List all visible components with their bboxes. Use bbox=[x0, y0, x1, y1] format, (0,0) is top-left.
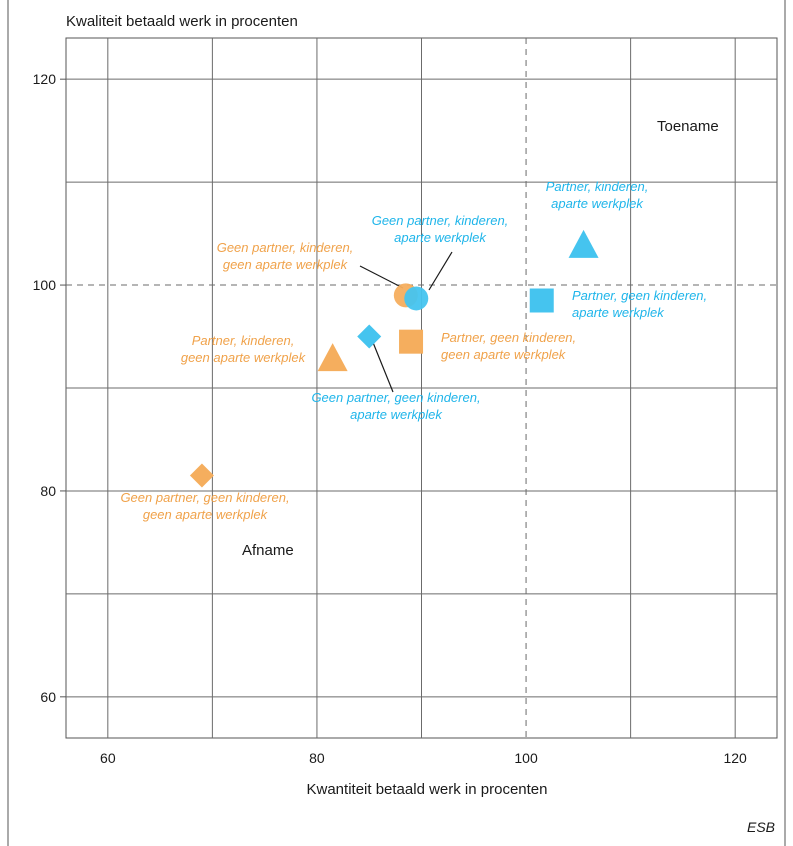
point-label: Geen partner, kinderen, geen aparte werkp… bbox=[217, 240, 354, 272]
source-label: ESB bbox=[747, 819, 775, 835]
point-label: Geen partner, geen kinderen, geen aparte … bbox=[120, 490, 289, 522]
point-label-line: Geen partner, kinderen, bbox=[372, 213, 509, 228]
data-markers bbox=[189, 229, 599, 488]
y-tick-labels: 60 80 100 120 bbox=[33, 71, 66, 705]
point-label: Geen partner, kinderen, aparte werkplek bbox=[372, 213, 509, 245]
x-axis-title: Kwantiteit betaald werk in procenten bbox=[307, 781, 548, 798]
point-label-line: aparte werkplek bbox=[350, 407, 443, 422]
point-label-line: aparte werkplek bbox=[394, 230, 487, 245]
leader-lines bbox=[359, 251, 453, 393]
blue-diamond-marker bbox=[357, 324, 382, 349]
x-tick-label: 120 bbox=[723, 750, 747, 766]
point-label: Partner, kinderen, geen aparte werkplek bbox=[181, 333, 307, 365]
y-axis-title: Kwaliteit betaald werk in procenten bbox=[66, 13, 298, 30]
y-tick-label: 80 bbox=[40, 483, 56, 499]
leader-line bbox=[359, 265, 404, 289]
point-label-line: geen aparte werkplek bbox=[143, 507, 269, 522]
y-tick-label: 120 bbox=[33, 71, 57, 87]
point-label-line: Partner, geen kinderen, bbox=[441, 330, 576, 345]
point-label-line: Partner, kinderen, bbox=[546, 179, 649, 194]
point-label-line: Geen partner, geen kinderen, bbox=[311, 390, 480, 405]
point-label: Partner, kinderen, aparte werkplek bbox=[546, 179, 649, 211]
point-label-line: Partner, geen kinderen, bbox=[572, 288, 707, 303]
point-labels: Geen partner, kinderen, geen aparte werkp… bbox=[120, 179, 707, 522]
x-tick-label: 80 bbox=[309, 750, 325, 766]
x-tick-label: 60 bbox=[100, 750, 116, 766]
point-label: Partner, geen kinderen, geen aparte werkp… bbox=[441, 330, 576, 362]
point-label-line: geen aparte werkplek bbox=[441, 347, 567, 362]
point-label-line: aparte werkplek bbox=[572, 305, 665, 320]
grid bbox=[66, 38, 777, 738]
reference-lines bbox=[66, 38, 777, 738]
blue-circle-marker bbox=[404, 286, 429, 311]
y-tick-label: 60 bbox=[40, 689, 56, 705]
leader-line bbox=[428, 251, 453, 291]
blue-square-marker bbox=[529, 288, 554, 313]
leader-line bbox=[369, 334, 394, 393]
point-label: Geen partner, geen kinderen, aparte werkp… bbox=[311, 390, 480, 422]
orange-diamond-marker bbox=[189, 463, 214, 488]
point-label-line: geen aparte werkplek bbox=[181, 350, 307, 365]
point-label: Partner, geen kinderen, aparte werkplek bbox=[572, 288, 707, 320]
point-label-line: geen aparte werkplek bbox=[223, 257, 349, 272]
x-tick-labels: 60 80 100 120 bbox=[100, 750, 747, 766]
point-label-line: Geen partner, geen kinderen, bbox=[120, 490, 289, 505]
y-tick-label: 100 bbox=[33, 277, 57, 293]
x-tick-label: 100 bbox=[514, 750, 538, 766]
blue-triangle-marker bbox=[568, 229, 599, 258]
orange-square-marker bbox=[399, 329, 424, 354]
point-label-line: aparte werkplek bbox=[551, 196, 644, 211]
point-label-line: Geen partner, kinderen, bbox=[217, 240, 354, 255]
orange-triangle-marker bbox=[317, 343, 348, 372]
point-label-line: Partner, kinderen, bbox=[192, 333, 295, 348]
quadrant-label-toename: Toename bbox=[657, 118, 719, 135]
quadrant-label-afname: Afname bbox=[242, 542, 294, 559]
